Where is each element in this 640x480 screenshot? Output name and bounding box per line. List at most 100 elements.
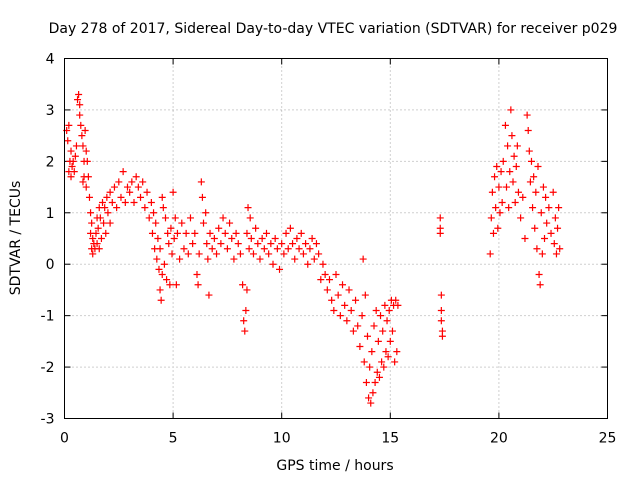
data-point [84,173,92,181]
data-point [156,286,164,294]
data-point [240,317,248,325]
data-point [524,127,532,134]
x-tick-label: 15 [381,431,399,447]
data-point [106,219,114,227]
data-point [501,121,509,129]
data-point [247,235,255,242]
data-point [436,214,444,222]
data-point [103,193,111,201]
data-point [532,188,540,196]
data-point [394,301,402,309]
data-point [543,219,551,227]
data-point [100,219,108,227]
data-point [78,132,86,140]
data-point [554,224,562,232]
data-point [541,235,549,242]
data-point [284,245,292,253]
data-point [104,209,112,217]
data-point [349,327,357,335]
data-point [148,229,156,237]
data-point [513,142,521,150]
data-point [130,199,138,206]
data-point [374,337,382,345]
data-point [156,245,164,253]
y-tick-label: -1 [41,309,55,325]
data-point [252,224,260,232]
data-point [82,147,90,155]
data-point [375,373,383,381]
data-point [527,157,535,165]
y-tick-label: 0 [46,257,55,273]
data-point [278,240,286,248]
data-point [319,260,327,268]
data-point [538,250,546,258]
data-point [321,271,329,278]
data-point [332,271,340,278]
data-point [143,188,151,196]
data-point [158,271,166,278]
data-point [87,209,95,217]
data-point [164,229,172,237]
data-point [359,255,367,263]
data-point [239,281,247,289]
data-point [184,250,192,258]
data-point [299,250,307,258]
x-tick-label: 10 [273,431,291,447]
y-tick-label: 4 [46,52,55,68]
data-point [436,229,444,237]
data-point [67,147,75,155]
data-point [217,240,225,248]
data-point [267,240,275,248]
data-point [555,204,563,212]
y-tick-label: 1 [46,206,55,222]
data-point [178,219,186,227]
data-point [379,327,387,335]
data-point [82,183,90,191]
y-tick-label: 2 [46,154,55,170]
data-point [194,281,202,289]
data-point [230,255,238,263]
data-point [93,240,101,248]
data-point [315,250,323,258]
data-point [273,245,281,253]
data-point [491,173,499,181]
data-point [271,235,279,242]
data-point [265,250,273,258]
data-point [139,178,147,186]
data-point [341,301,349,309]
data-point [499,157,507,165]
data-point [186,214,194,222]
data-point [533,245,541,253]
data-point [85,193,93,201]
data-point [509,178,517,186]
data-point [362,379,370,386]
data-point [492,204,500,212]
data-point [437,291,445,299]
data-point [234,240,242,248]
data-point [241,327,249,335]
data-point [511,199,519,206]
data-point [377,312,385,320]
data-point [384,353,392,361]
data-point [438,332,446,340]
data-point [170,235,178,242]
data-point [71,152,79,160]
data-point [79,142,87,150]
data-point [388,327,396,335]
data-point [167,224,175,232]
data-point [147,199,155,206]
data-point [205,291,213,299]
data-point [158,193,166,201]
data-point [203,240,211,248]
data-point [228,235,236,242]
data-point [393,348,401,356]
data-point [343,317,351,325]
grid-lines [64,58,608,419]
data-point [391,358,399,366]
x-axis-label: GPS time / hours [276,458,393,474]
data-point [204,255,212,263]
data-point [510,152,518,160]
data-point [262,229,270,237]
data-point [169,188,177,196]
data-point [297,229,305,237]
